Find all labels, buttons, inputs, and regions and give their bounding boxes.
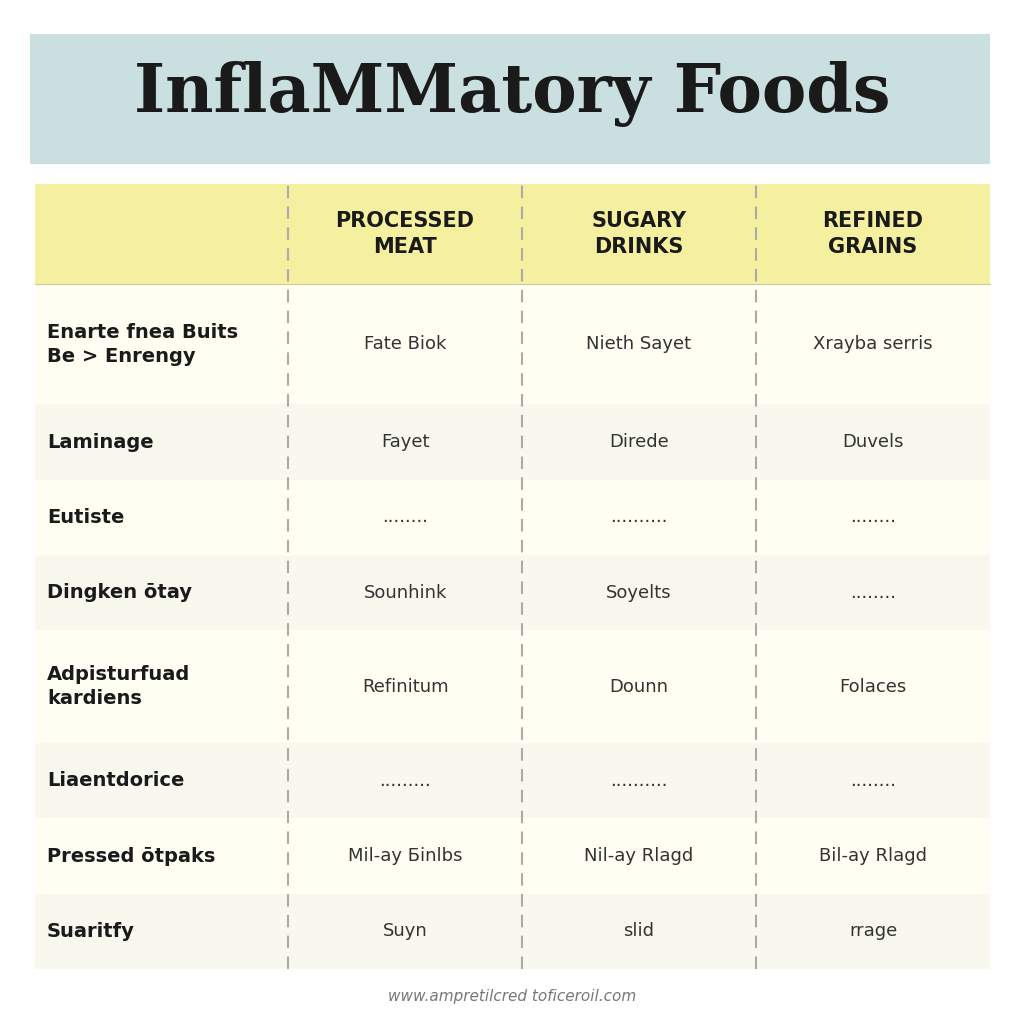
Text: Fate Biok: Fate Biok: [364, 335, 446, 353]
Bar: [30, 34, 990, 164]
Text: www.ampretilcred toficeroil.com: www.ampretilcred toficeroil.com: [388, 988, 636, 1004]
Text: ........: ........: [382, 508, 428, 526]
Text: InflaMMatory Foods: InflaMMatory Foods: [134, 61, 890, 127]
Text: SUGARY
DRINKS: SUGARY DRINKS: [592, 211, 687, 257]
Bar: [35, 404, 990, 479]
Text: Folaces: Folaces: [840, 678, 906, 695]
Text: Suyn: Suyn: [383, 923, 427, 940]
Bar: [35, 630, 990, 743]
Text: PROCESSED
MEAT: PROCESSED MEAT: [336, 211, 474, 257]
Text: ..........: ..........: [610, 508, 668, 526]
Text: Laminage: Laminage: [47, 432, 154, 452]
Text: Nil-ay Rlagd: Nil-ay Rlagd: [585, 847, 693, 865]
Text: ........: ........: [850, 772, 896, 790]
Text: Xrayba serris: Xrayba serris: [813, 335, 933, 353]
Bar: [35, 743, 990, 818]
Text: Fayet: Fayet: [381, 433, 429, 452]
Text: Dingken ōtay: Dingken ōtay: [47, 583, 193, 602]
Bar: [35, 284, 990, 404]
Text: Adpisturfuad
kardiens: Adpisturfuad kardiens: [47, 666, 190, 709]
Text: Pressed ōtpaks: Pressed ōtpaks: [47, 847, 215, 865]
Text: Duvels: Duvels: [843, 433, 904, 452]
Text: Enarte fnea Buits
Be > Enrengy: Enarte fnea Buits Be > Enrengy: [47, 323, 239, 366]
Text: ........: ........: [850, 584, 896, 602]
Text: Soyelts: Soyelts: [606, 584, 672, 602]
Text: Nieth Sayet: Nieth Sayet: [587, 335, 691, 353]
Text: REFINED
GRAINS: REFINED GRAINS: [822, 211, 924, 257]
Text: Refinitum: Refinitum: [361, 678, 449, 695]
Bar: [35, 184, 990, 284]
Bar: [35, 818, 990, 894]
Text: Eutiste: Eutiste: [47, 508, 124, 527]
Bar: [35, 555, 990, 630]
Text: .........: .........: [379, 772, 431, 790]
Text: ..........: ..........: [610, 772, 668, 790]
Text: ........: ........: [850, 508, 896, 526]
Text: Direde: Direde: [609, 433, 669, 452]
Text: Mil-ay Ƃinlbs: Mil-ay Ƃinlbs: [348, 847, 462, 865]
Bar: [35, 479, 990, 555]
Text: Liaentdorice: Liaentdorice: [47, 771, 184, 791]
Text: Suaritfy: Suaritfy: [47, 922, 135, 941]
Text: Dounn: Dounn: [609, 678, 669, 695]
Text: Bil-ay Rlagd: Bil-ay Rlagd: [819, 847, 927, 865]
Bar: [35, 894, 990, 969]
Text: rrage: rrage: [849, 923, 897, 940]
Text: slid: slid: [624, 923, 654, 940]
Text: Sounhink: Sounhink: [364, 584, 446, 602]
